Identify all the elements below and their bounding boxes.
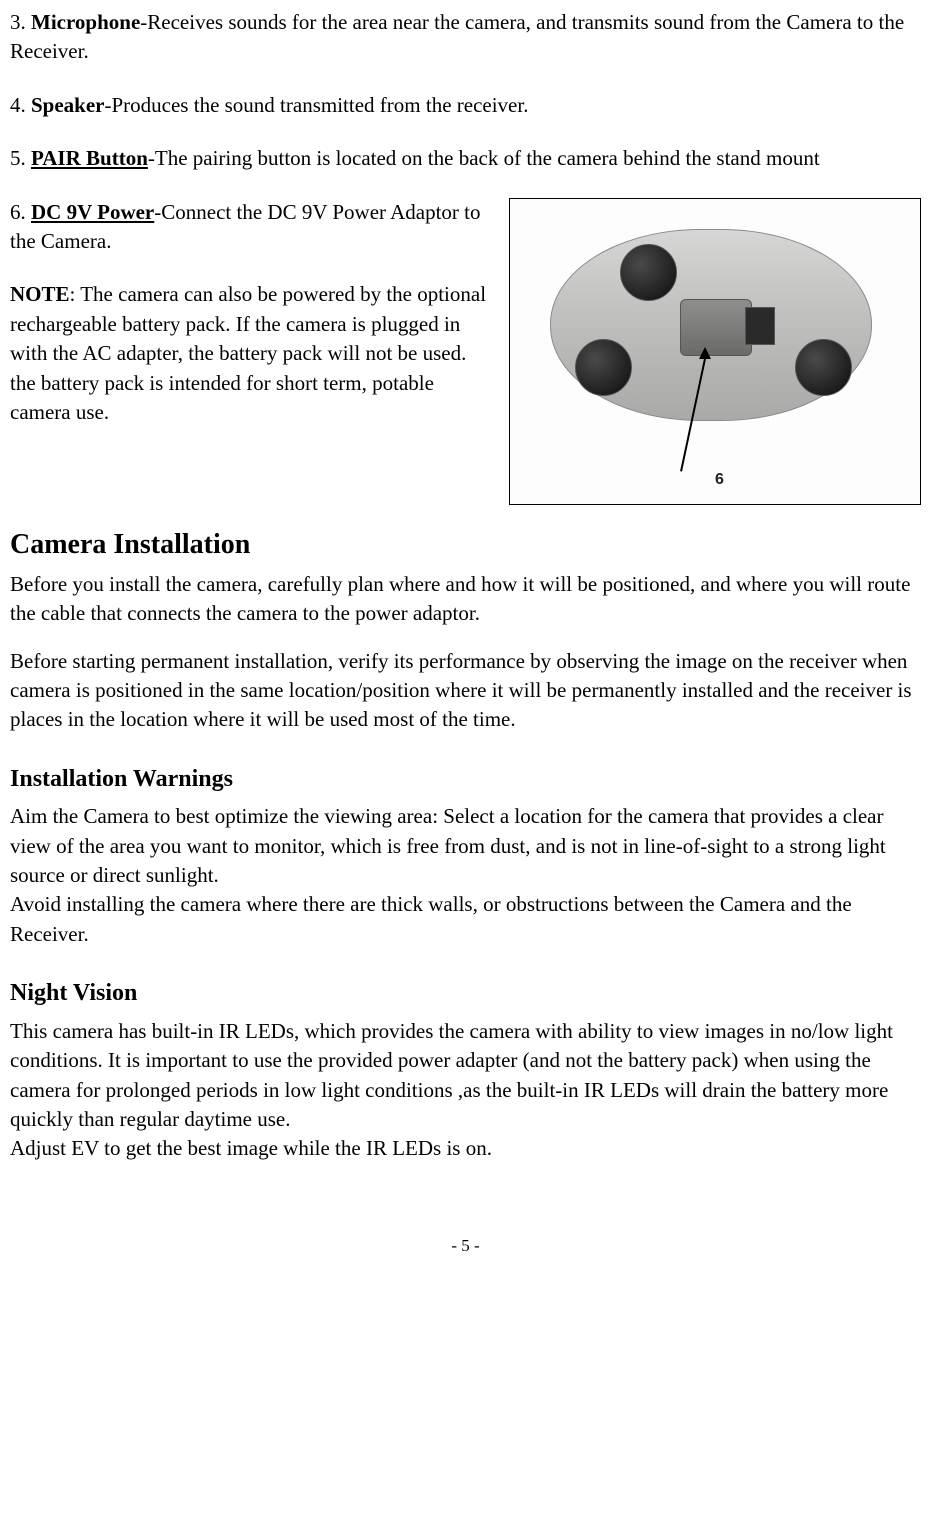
item-term: Speaker xyxy=(31,93,105,117)
rubber-foot-icon xyxy=(620,244,677,301)
item-desc: -Produces the sound transmitted from the… xyxy=(105,93,529,117)
item-term: Microphone xyxy=(31,10,140,34)
item6-text-col: 6. DC 9V Power-Connect the DC 9V Power A… xyxy=(10,198,509,452)
rubber-foot-icon xyxy=(795,339,852,396)
list-item-5: 5. PAIR Button-The pairing button is loc… xyxy=(10,144,921,173)
item-desc: -The pairing button is located on the ba… xyxy=(148,146,820,170)
item-number: 4. xyxy=(10,93,31,117)
warnings-p1: Aim the Camera to best optimize the view… xyxy=(10,802,921,890)
camera-base-image: 6 xyxy=(509,198,921,505)
item-term: DC 9V Power xyxy=(31,200,154,224)
callout-arrow-head xyxy=(699,347,711,359)
item6-row: 6. DC 9V Power-Connect the DC 9V Power A… xyxy=(10,198,921,505)
document-page: 3. Microphone-Receives sounds for the ar… xyxy=(0,0,941,1278)
item-number: 3. xyxy=(10,10,31,34)
section-title-night-vision: Night Vision xyxy=(10,977,921,1011)
note-text: : The camera can also be powered by the … xyxy=(10,282,486,424)
list-item-4: 4. Speaker-Produces the sound transmitte… xyxy=(10,91,921,120)
camera-install-p1: Before you install the camera, carefully… xyxy=(10,570,921,629)
page-number-footer: - 5 - xyxy=(10,1234,921,1258)
camera-install-p2: Before starting permanent installation, … xyxy=(10,647,921,735)
list-item-3: 3. Microphone-Receives sounds for the ar… xyxy=(10,8,921,67)
item-desc: -Receives sounds for the area near the c… xyxy=(10,10,904,63)
section-title-installation-warnings: Installation Warnings xyxy=(10,763,921,797)
night-p2: Adjust EV to get the best image while th… xyxy=(10,1134,921,1163)
item-number: 5. xyxy=(10,146,31,170)
item-number: 6. xyxy=(10,200,31,224)
rubber-foot-icon xyxy=(575,339,632,396)
note-paragraph: NOTE: The camera can also be powered by … xyxy=(10,280,489,427)
list-item-6: 6. DC 9V Power-Connect the DC 9V Power A… xyxy=(10,198,489,257)
power-port-shape xyxy=(745,307,775,345)
night-p1: This camera has built-in IR LEDs, which … xyxy=(10,1017,921,1135)
note-label: NOTE xyxy=(10,282,70,306)
center-hub-shape xyxy=(680,299,752,356)
image-callout-label: 6 xyxy=(715,469,724,491)
section-title-camera-installation: Camera Installation xyxy=(10,525,921,564)
item-term: PAIR Button xyxy=(31,146,148,170)
warnings-p2: Avoid installing the camera where there … xyxy=(10,890,921,949)
